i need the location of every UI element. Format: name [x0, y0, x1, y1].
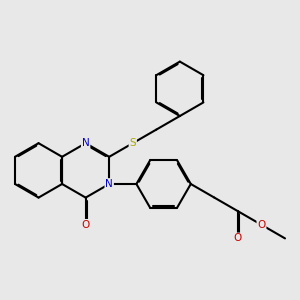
Text: O: O: [82, 220, 90, 230]
Text: O: O: [257, 220, 266, 230]
Text: N: N: [82, 138, 89, 148]
Text: O: O: [234, 233, 242, 243]
Text: N: N: [105, 179, 113, 189]
Text: S: S: [129, 138, 136, 148]
